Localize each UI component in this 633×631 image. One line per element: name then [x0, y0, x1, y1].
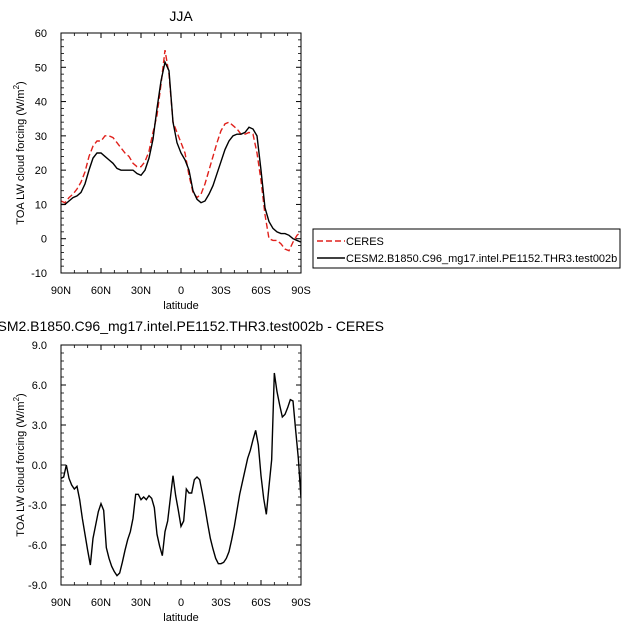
x-axis-label: latitude	[163, 612, 198, 624]
legend: CERES CESM2.B1850.C96_mg17.intel.PE1152.T…	[312, 228, 621, 269]
y-tick-label: -3.0	[28, 500, 47, 512]
y-tick-label: -6.0	[28, 540, 47, 552]
x-axis-label: latitude	[163, 300, 198, 312]
y-axis-label-text: TOA LW cloud forcing (W/m	[15, 401, 27, 536]
legend-label: CERES	[346, 236, 384, 248]
series-line-ceres	[61, 50, 301, 252]
y-tick-label: 60	[35, 28, 47, 40]
x-tick-label: 0	[178, 285, 184, 297]
y-tick-label: -9.0	[28, 580, 47, 592]
plot-frame	[60, 344, 302, 586]
x-tick-label: 0	[178, 597, 184, 609]
chart-panel-2: CESM2.B1850.C96_mg17.intel.PE1152.THR3.t…	[0, 318, 384, 624]
y-tick-label: 50	[35, 62, 47, 74]
x-tick-label: 60N	[91, 285, 111, 297]
x-tick-label: 90N	[51, 597, 71, 609]
chart-title: JJA	[169, 8, 193, 24]
x-tick-label: 30N	[131, 285, 151, 297]
y-axis-label-tail: )	[15, 81, 27, 85]
y-tick-label: 0.0	[32, 460, 47, 472]
y-tick-label: 6.0	[32, 380, 47, 392]
y-axis-label: TOA LW cloud forcing (W/m2)	[12, 393, 27, 536]
y-tick-label: 20	[35, 165, 47, 177]
chart-panel-1: JJA -10 0 10 20 30 40 50 60 90N 60N 30N 0 30S 60S 90S la…	[12, 8, 621, 312]
y-axis-label: TOA LW cloud forcing (W/m2)	[12, 81, 27, 224]
legend-label: CESM2.B1850.C96_mg17.intel.PE1152.THR3.t…	[346, 253, 617, 265]
x-tick-label: 90S	[291, 285, 311, 297]
legend-box	[312, 228, 621, 269]
x-tick-label: 60S	[251, 597, 271, 609]
y-tick-label: 30	[35, 131, 47, 143]
x-tick-label: 60N	[91, 597, 111, 609]
y-axis-label-text: TOA LW cloud forcing (W/m	[15, 89, 27, 224]
x-tick-label: 90N	[51, 285, 71, 297]
y-tick-label: 3.0	[32, 420, 47, 432]
y-axis-label-superscript: 2	[12, 84, 21, 89]
x-tick-label: 30S	[211, 597, 231, 609]
y-tick-label: 40	[35, 97, 47, 109]
y-tick-label: -10	[31, 268, 47, 280]
series-line-difference	[61, 372, 301, 577]
x-tick-label: 60S	[251, 285, 271, 297]
x-tick-label: 30N	[131, 597, 151, 609]
y-axis-label-superscript: 2	[12, 396, 21, 401]
x-tick-label: 90S	[291, 597, 311, 609]
chart-title: CESM2.B1850.C96_mg17.intel.PE1152.THR3.t…	[0, 318, 384, 334]
y-tick-label: 10	[35, 199, 47, 211]
series-line-cesm2-b1850-c96-mg17-intel-pe1152-thr3-test002b	[61, 59, 301, 243]
y-axis-label-tail: )	[15, 393, 27, 397]
y-tick-label: 9.0	[32, 340, 47, 352]
x-tick-label: 30S	[211, 285, 231, 297]
y-tick-label: 0	[41, 234, 47, 246]
